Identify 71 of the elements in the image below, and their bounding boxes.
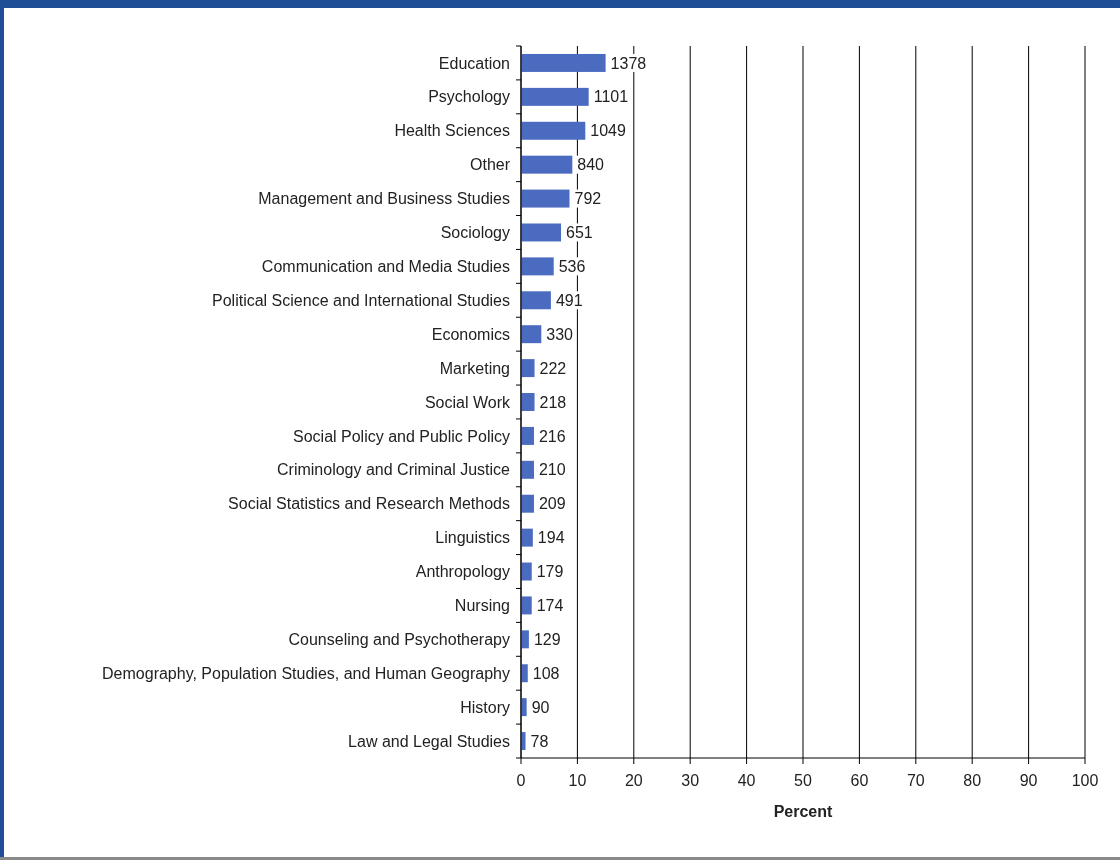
bar — [521, 223, 562, 242]
annotation: 1101 — [593, 88, 629, 106]
annotation: 1378 — [610, 54, 647, 72]
annotation: 1049 — [590, 122, 626, 140]
x-tick-label: 80 — [963, 772, 982, 789]
x-tick-label: 60 — [850, 772, 869, 789]
annotation: 330 — [546, 325, 574, 343]
x-tick-label: 10 — [568, 772, 587, 789]
annotation: 840 — [577, 156, 605, 174]
y-tick-label: Anthropology — [415, 563, 510, 581]
y-tick-label: Marketing — [439, 359, 510, 377]
bar — [521, 53, 606, 72]
annotation: 129 — [533, 630, 561, 648]
x-tick-label: 40 — [737, 772, 756, 789]
y-tick-label: Education — [438, 54, 510, 72]
y-tick-label: Economics — [431, 325, 510, 343]
bar — [521, 393, 535, 411]
annotation: 491 — [555, 291, 583, 309]
y-tick-label: History — [460, 698, 510, 716]
annotation: 90 — [531, 698, 550, 716]
bar — [521, 155, 573, 174]
y-tick-label: Other — [469, 156, 511, 174]
y-tick-label: Health Sciences — [394, 122, 510, 140]
y-tick-label: Psychology — [428, 88, 510, 106]
bar — [521, 460, 534, 479]
annotation: 194 — [537, 529, 565, 547]
y-tick-label: Law and Legal Studies — [348, 732, 510, 750]
y-tick-label: Social Work — [424, 393, 511, 411]
x-tick-label: 100 — [1071, 772, 1099, 789]
bar — [521, 87, 589, 106]
y-tick-label: Nursing — [454, 597, 510, 615]
x-tick-label: 0 — [516, 772, 526, 789]
y-tick-label: Linguistics — [435, 529, 510, 547]
y-tick-label: Management and Business Studies — [258, 190, 510, 208]
y-tick-label: Social Policy and Public Policy — [293, 427, 510, 445]
annotation: 222 — [539, 359, 567, 377]
x-tick-label: 70 — [906, 772, 925, 789]
y-tick-label: Social Statistics and Research Methods — [228, 495, 510, 513]
annotation: 210 — [538, 461, 566, 479]
y-tick-label: Sociology — [440, 224, 510, 242]
annotation: 108 — [532, 664, 560, 682]
bar — [521, 325, 542, 344]
annotation: 174 — [536, 597, 564, 615]
x-axis-title: Percent — [773, 803, 834, 820]
bar — [521, 494, 534, 513]
y-tick-label: Communication and Media Studies — [261, 257, 510, 275]
bar — [521, 121, 586, 140]
x-tick-label: 50 — [794, 772, 812, 789]
y-tick-label: Criminology and Criminal Justice — [277, 461, 511, 479]
bar — [521, 257, 554, 276]
bar — [521, 291, 551, 310]
bar — [521, 426, 534, 445]
x-tick-label: 30 — [681, 772, 700, 789]
annotation: 209 — [538, 495, 566, 513]
x-tick-label: 20 — [624, 772, 643, 789]
annotation: 792 — [574, 190, 602, 208]
bar — [521, 359, 535, 378]
annotation: 179 — [536, 563, 564, 581]
bar — [521, 562, 532, 581]
x-tick-label: 90 — [1019, 772, 1038, 789]
y-tick-label: Demography, Population Studies, and Human Geography — [102, 664, 510, 682]
y-tick-label: Political Science and International Studies — [212, 291, 510, 309]
annotation: 78 — [530, 732, 549, 750]
bar — [521, 596, 532, 615]
annotation: 651 — [566, 224, 593, 242]
annotation: 216 — [538, 427, 566, 445]
bar — [521, 528, 533, 547]
annotation: 536 — [558, 257, 586, 275]
y-tick-label: Counseling and Psychotherapy — [288, 630, 510, 648]
annotation: 218 — [539, 393, 567, 411]
bar — [521, 189, 570, 208]
